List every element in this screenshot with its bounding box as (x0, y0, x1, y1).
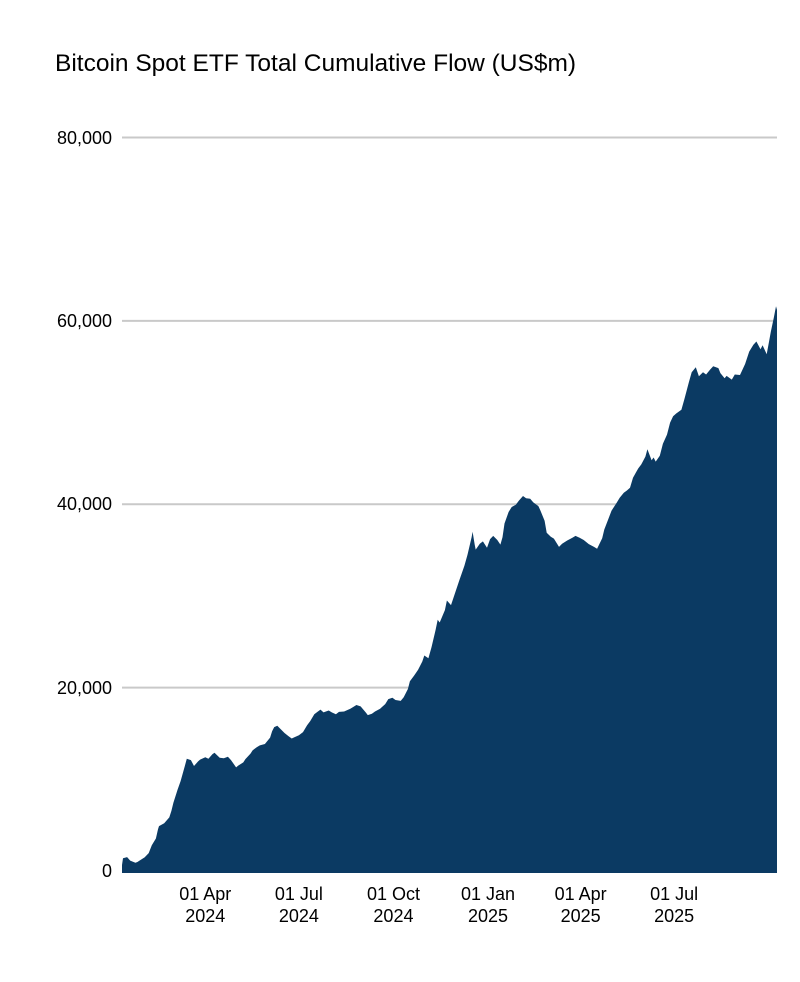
x-tick-label-2025-07-01: 01 Jul 2025 (650, 884, 699, 926)
y-tick-label-0: 0 (101, 861, 112, 881)
x-tick-label-2024-07-01: 01 Jul 2024 (274, 884, 323, 926)
x-tick-label-2024-10-01: 01 Oct 2024 (366, 884, 420, 926)
y-tick-label-80000: 80,000 (56, 127, 112, 148)
y-tick-label-20000: 20,000 (56, 677, 112, 698)
cumulative-flow-area (122, 306, 777, 871)
x-tick-label-2025-04-01: 01 Apr 2025 (554, 884, 607, 926)
y-tick-label-60000: 60,000 (56, 310, 112, 331)
x-tick-label-2025-01-01: 01 Jan 2025 (461, 884, 516, 926)
x-tick-label-2024-04-01: 01 Apr 2024 (179, 884, 232, 926)
y-tick-label-40000: 40,000 (56, 494, 112, 515)
chart-title: Bitcoin Spot ETF Total Cumulative Flow (… (55, 50, 577, 77)
